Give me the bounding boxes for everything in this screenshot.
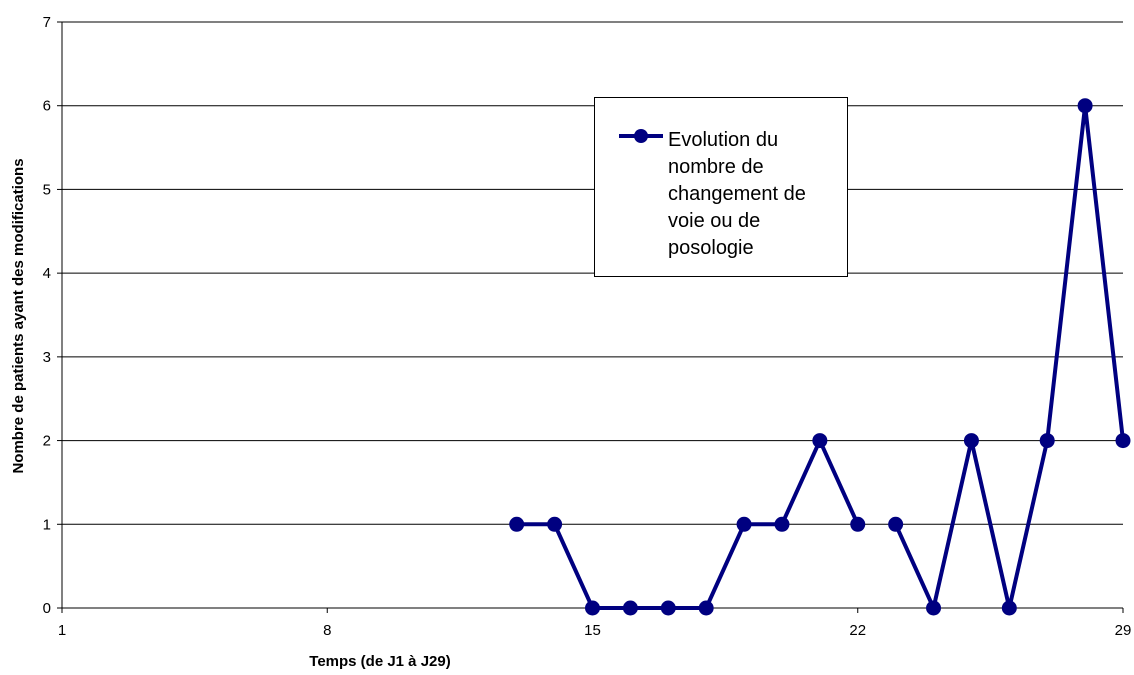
data-point [547,516,563,532]
y-tick-label: 1 [43,516,51,533]
data-series [509,98,1131,616]
x-axis-title: Temps (de J1 à J29) [309,653,450,670]
data-point [812,433,828,449]
legend-label: Evolution du nombre de changement de voi… [668,129,806,259]
legend: Evolution du nombre de changement de voi… [594,97,848,277]
data-point [850,516,866,532]
data-point [660,600,676,616]
data-point [509,516,525,532]
y-axis-title: Nombre de patients ayant des modificatio… [10,158,27,473]
x-tick-label: 15 [584,622,601,639]
data-point [963,433,979,449]
data-point [774,516,790,532]
data-point [926,600,942,616]
y-tick-label: 3 [43,349,51,366]
legend-line-marker-icon [619,129,663,143]
y-tick-labels: 0 1 2 3 4 5 6 7 [43,14,51,617]
data-point [1039,433,1055,449]
x-tick-labels: 1 8 15 22 29 [58,622,1132,639]
data-point [736,516,752,532]
series-line [516,435,860,610]
y-tick-label: 7 [43,14,51,31]
y-tick-label: 5 [43,181,51,198]
data-point [1115,433,1131,449]
data-point [698,600,714,616]
y-tick-label: 4 [43,265,51,282]
data-point [888,516,904,532]
x-tick-label: 22 [849,622,866,639]
y-tick-label: 2 [43,433,51,450]
x-tick-label: 29 [1115,622,1132,639]
data-point [585,600,600,616]
y-tick-label: 0 [43,600,51,617]
data-point [622,600,638,616]
x-tick-label: 8 [323,622,331,639]
data-point [1001,600,1017,616]
gridlines [62,21,1123,525]
data-point [1077,98,1093,114]
y-tick-label: 6 [43,98,51,115]
x-tick-label: 1 [58,622,66,639]
